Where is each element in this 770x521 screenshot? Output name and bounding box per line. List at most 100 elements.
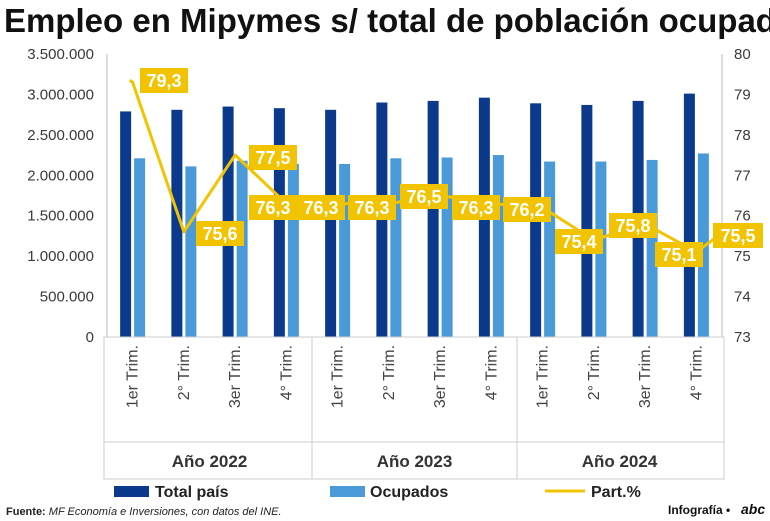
data-label: 76,3	[255, 198, 290, 218]
bar-total-pais	[171, 109, 183, 337]
data-label: 75,8	[615, 216, 650, 236]
bar-ocupados	[134, 158, 146, 337]
data-label-box: 76,5	[400, 184, 448, 209]
left-tick-label: 2.500.000	[27, 127, 94, 144]
bar-total-pais	[581, 104, 593, 337]
group-label: Año 2022	[172, 452, 248, 471]
data-label-box: 75,8	[609, 213, 657, 238]
data-label-box: 76,2	[503, 197, 551, 222]
data-label-bg	[249, 195, 297, 220]
legend-ocupados: Ocupados	[330, 484, 448, 501]
bar-total-pais	[120, 111, 132, 337]
bar-ocupados	[544, 161, 556, 337]
source-text: MF Economía e Inversiones, con datos del…	[49, 506, 282, 518]
category-frame	[103, 336, 725, 480]
source-note: Fuente: MF Economía e Inversiones, con d…	[6, 506, 282, 518]
right-tick-label: 80	[734, 46, 751, 63]
bar-total-pais	[683, 93, 695, 338]
bar-ocupados	[390, 158, 402, 337]
data-label: 75,4	[561, 232, 596, 252]
legend-total-pais: Total país	[114, 484, 229, 501]
data-label-bg	[503, 197, 551, 222]
left-tick-label: 1.000.000	[27, 248, 94, 265]
right-axis: 73 74 75 76 77 78 79 80	[721, 46, 751, 346]
bar-ocupados	[492, 155, 504, 337]
data-label-box: 77,5	[249, 145, 297, 170]
data-label: 76,3	[354, 198, 389, 218]
category-tick-label: 1er Trim.	[125, 345, 142, 408]
bar-ocupados	[441, 157, 453, 337]
right-tick-label: 74	[734, 289, 751, 306]
category-tick-label: 4° Trim.	[688, 345, 705, 400]
data-label-box: 76,3	[348, 195, 396, 220]
group-label: Año 2023	[377, 452, 453, 471]
legend-swatch	[330, 486, 365, 497]
data-label-bg	[452, 195, 500, 220]
bar-ocupados	[287, 163, 299, 337]
data-label-bg	[555, 229, 603, 254]
category-tick-label: 4° Trim.	[483, 345, 500, 400]
data-label: 76,5	[406, 187, 441, 207]
right-tick-label: 79	[734, 86, 751, 103]
bar-total-pais	[427, 100, 439, 337]
left-tick-label: 2.000.000	[27, 167, 94, 184]
data-label-bg	[655, 242, 703, 267]
participation-line-layer: 79,3 75,6 77,5 76,3 76,3 76,3 76,5 76,3 76,2 75,4…	[128, 68, 763, 267]
category-tick-label: 3er Trim.	[637, 345, 654, 408]
data-label-box: 79,3	[140, 68, 188, 93]
credit-label: Infografía •	[668, 503, 730, 517]
right-tick-label: 77	[734, 167, 751, 184]
data-label-box: 75,5	[713, 223, 763, 248]
bar-total-pais	[273, 108, 285, 337]
legend: Total país Ocupados Part.%	[114, 484, 641, 501]
category-tick-label: 3er Trim.	[227, 345, 244, 408]
category-tick-label: 2° Trim.	[381, 345, 398, 400]
data-label: 76,3	[458, 198, 493, 218]
legend-label: Part.%	[591, 484, 641, 501]
data-label-bg	[609, 213, 657, 238]
legend-swatch	[114, 486, 149, 497]
right-tick-label: 76	[734, 208, 751, 225]
right-tick-label: 73	[734, 329, 751, 346]
right-tick-label: 75	[734, 248, 751, 265]
data-label: 79,3	[146, 71, 181, 91]
data-label-box: 75,4	[555, 229, 603, 254]
data-label: 77,5	[255, 148, 290, 168]
chart-title: Empleo en Mipymes s/ total de población …	[4, 2, 770, 39]
data-label-box: 75,6	[196, 221, 244, 246]
left-tick-label: 3.500.000	[27, 46, 94, 63]
right-tick-label: 78	[734, 127, 751, 144]
legend-label: Total país	[155, 484, 229, 501]
legend-participacion: Part.%	[545, 484, 641, 501]
bar-total-pais	[325, 109, 337, 337]
category-tick-label: 1er Trim.	[330, 345, 347, 408]
category-tick-label: 4° Trim.	[278, 345, 295, 400]
data-label: 75,6	[202, 224, 237, 244]
left-tick-label: 3.000.000	[27, 86, 94, 103]
category-axis: Año 2022 Año 2023 Año 2024 1er Trim. 2° Trim…	[103, 336, 725, 480]
data-label-bg	[400, 184, 448, 209]
left-tick-label: 500.000	[40, 289, 94, 306]
bar-ocupados	[185, 166, 197, 337]
data-label-bg	[140, 68, 188, 93]
data-label-box: 76,3	[297, 195, 345, 220]
source-label: Fuente:	[6, 506, 46, 518]
category-tick-label: 2° Trim.	[176, 345, 193, 400]
left-tick-label: 0	[86, 329, 94, 346]
data-label-bg	[249, 145, 297, 170]
data-label-bg	[297, 195, 345, 220]
bar-ocupados	[236, 160, 248, 337]
bar-ocupados	[646, 159, 658, 337]
left-axis: 0 500.000 1.000.000 1.500.000 2.000.000 2.500…	[27, 46, 108, 346]
data-label: 76,3	[303, 198, 338, 218]
data-label-bg	[713, 223, 763, 248]
category-tick-label: 2° Trim.	[586, 345, 603, 400]
footer: Fuente: MF Economía e Inversiones, con d…	[6, 501, 765, 518]
data-label: 76,2	[509, 200, 544, 220]
bar-ocupados	[339, 163, 351, 337]
data-label-bg	[348, 195, 396, 220]
category-tick-label: 3er Trim.	[432, 345, 449, 408]
data-label-box: 76,3	[249, 195, 297, 220]
data-label-box: 75,1	[655, 242, 703, 267]
